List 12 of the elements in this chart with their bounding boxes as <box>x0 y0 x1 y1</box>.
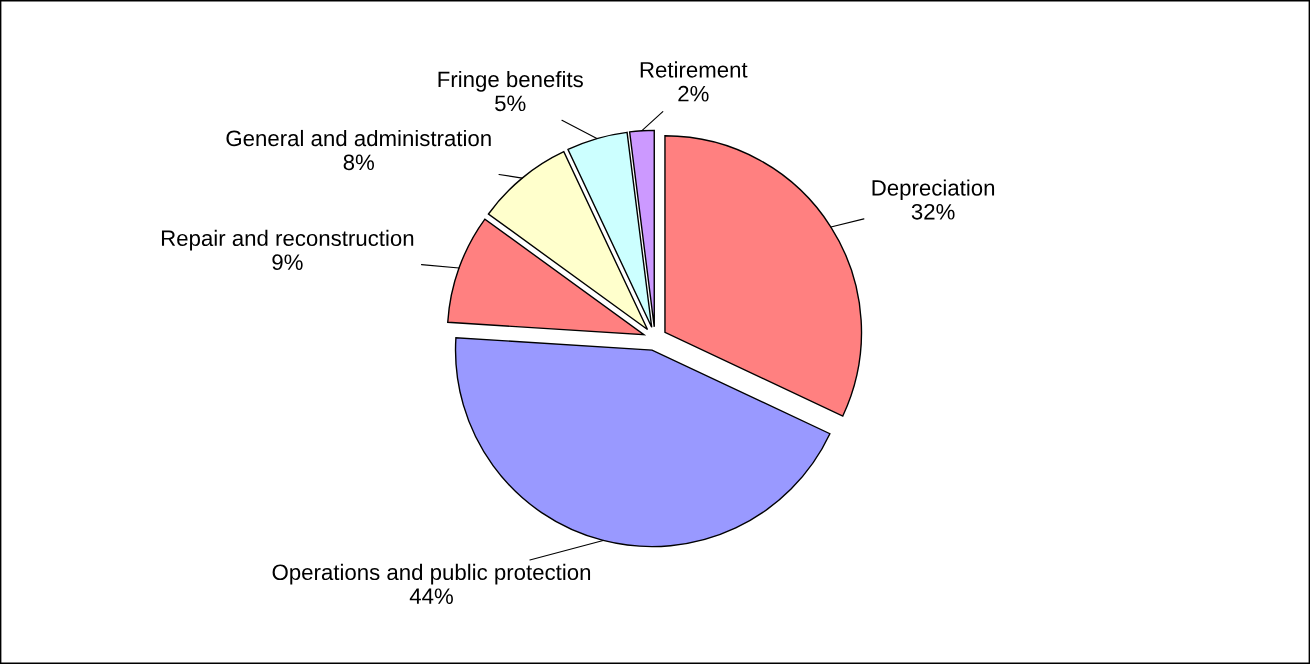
slice-label: Repair and reconstruction <box>161 229 414 251</box>
data-label: 44% <box>409 588 453 604</box>
slice-label: Depreciation <box>872 179 995 201</box>
data-label: 32% <box>911 203 955 220</box>
slice-label: General and administration <box>226 129 491 147</box>
slice-label: Retirement <box>640 61 748 78</box>
data-label: 9% <box>272 254 303 271</box>
slice-label: Fringe benefits <box>438 70 583 92</box>
data-label: 8% <box>343 154 374 171</box>
slice-label: Operations and public protection <box>272 563 591 585</box>
data-label: 5% <box>495 95 526 112</box>
data-label: 2% <box>678 85 709 102</box>
